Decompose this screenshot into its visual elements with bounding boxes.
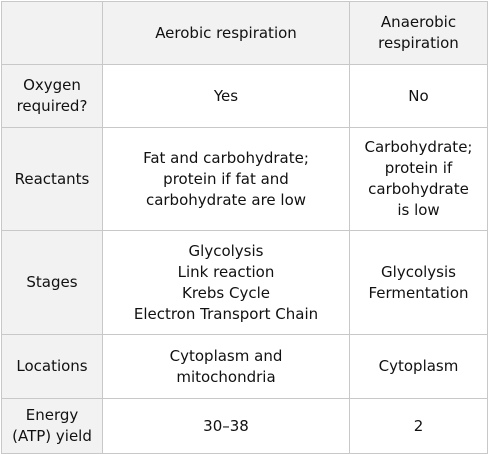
row-label-locations: Locations — [1, 334, 103, 399]
cell-anaerobic-energy-yield: 2 — [349, 398, 488, 454]
cell-anaerobic-locations: Cytoplasm — [349, 334, 488, 399]
header-aerobic-respiration: Aerobic respiration — [102, 1, 350, 65]
cell-anaerobic-reactants: Carbohydrate; protein if carbohydrate is… — [349, 127, 488, 231]
table-row-stages: Stages Glycolysis Link reaction Krebs Cy… — [1, 230, 488, 335]
table-header-row: Aerobic respiration Anaerobic respiratio… — [1, 1, 488, 65]
cell-aerobic-energy-yield: 30–38 — [102, 398, 350, 454]
row-label-stages: Stages — [1, 230, 103, 335]
table-row-oxygen-required: Oxygen required? Yes No — [1, 64, 488, 128]
cell-aerobic-locations: Cytoplasm and mitochondria — [102, 334, 350, 399]
cell-anaerobic-stages: Glycolysis Fermentation — [349, 230, 488, 335]
cell-aerobic-stages: Glycolysis Link reaction Krebs Cycle Ele… — [102, 230, 350, 335]
cell-anaerobic-oxygen-required: No — [349, 64, 488, 128]
table-row-energy-yield: Energy (ATP) yield 30–38 2 — [1, 398, 488, 454]
row-label-energy-yield: Energy (ATP) yield — [1, 398, 103, 454]
table-row-reactants: Reactants Fat and carbohydrate; protein … — [1, 127, 488, 231]
cell-aerobic-oxygen-required: Yes — [102, 64, 350, 128]
row-label-oxygen-required: Oxygen required? — [1, 64, 103, 128]
header-corner-cell — [1, 1, 103, 65]
table-row-locations: Locations Cytoplasm and mitochondria Cyt… — [1, 334, 488, 399]
cell-aerobic-reactants: Fat and carbohydrate; protein if fat and… — [102, 127, 350, 231]
header-anaerobic-respiration: Anaerobic respiration — [349, 1, 488, 65]
row-label-reactants: Reactants — [1, 127, 103, 231]
